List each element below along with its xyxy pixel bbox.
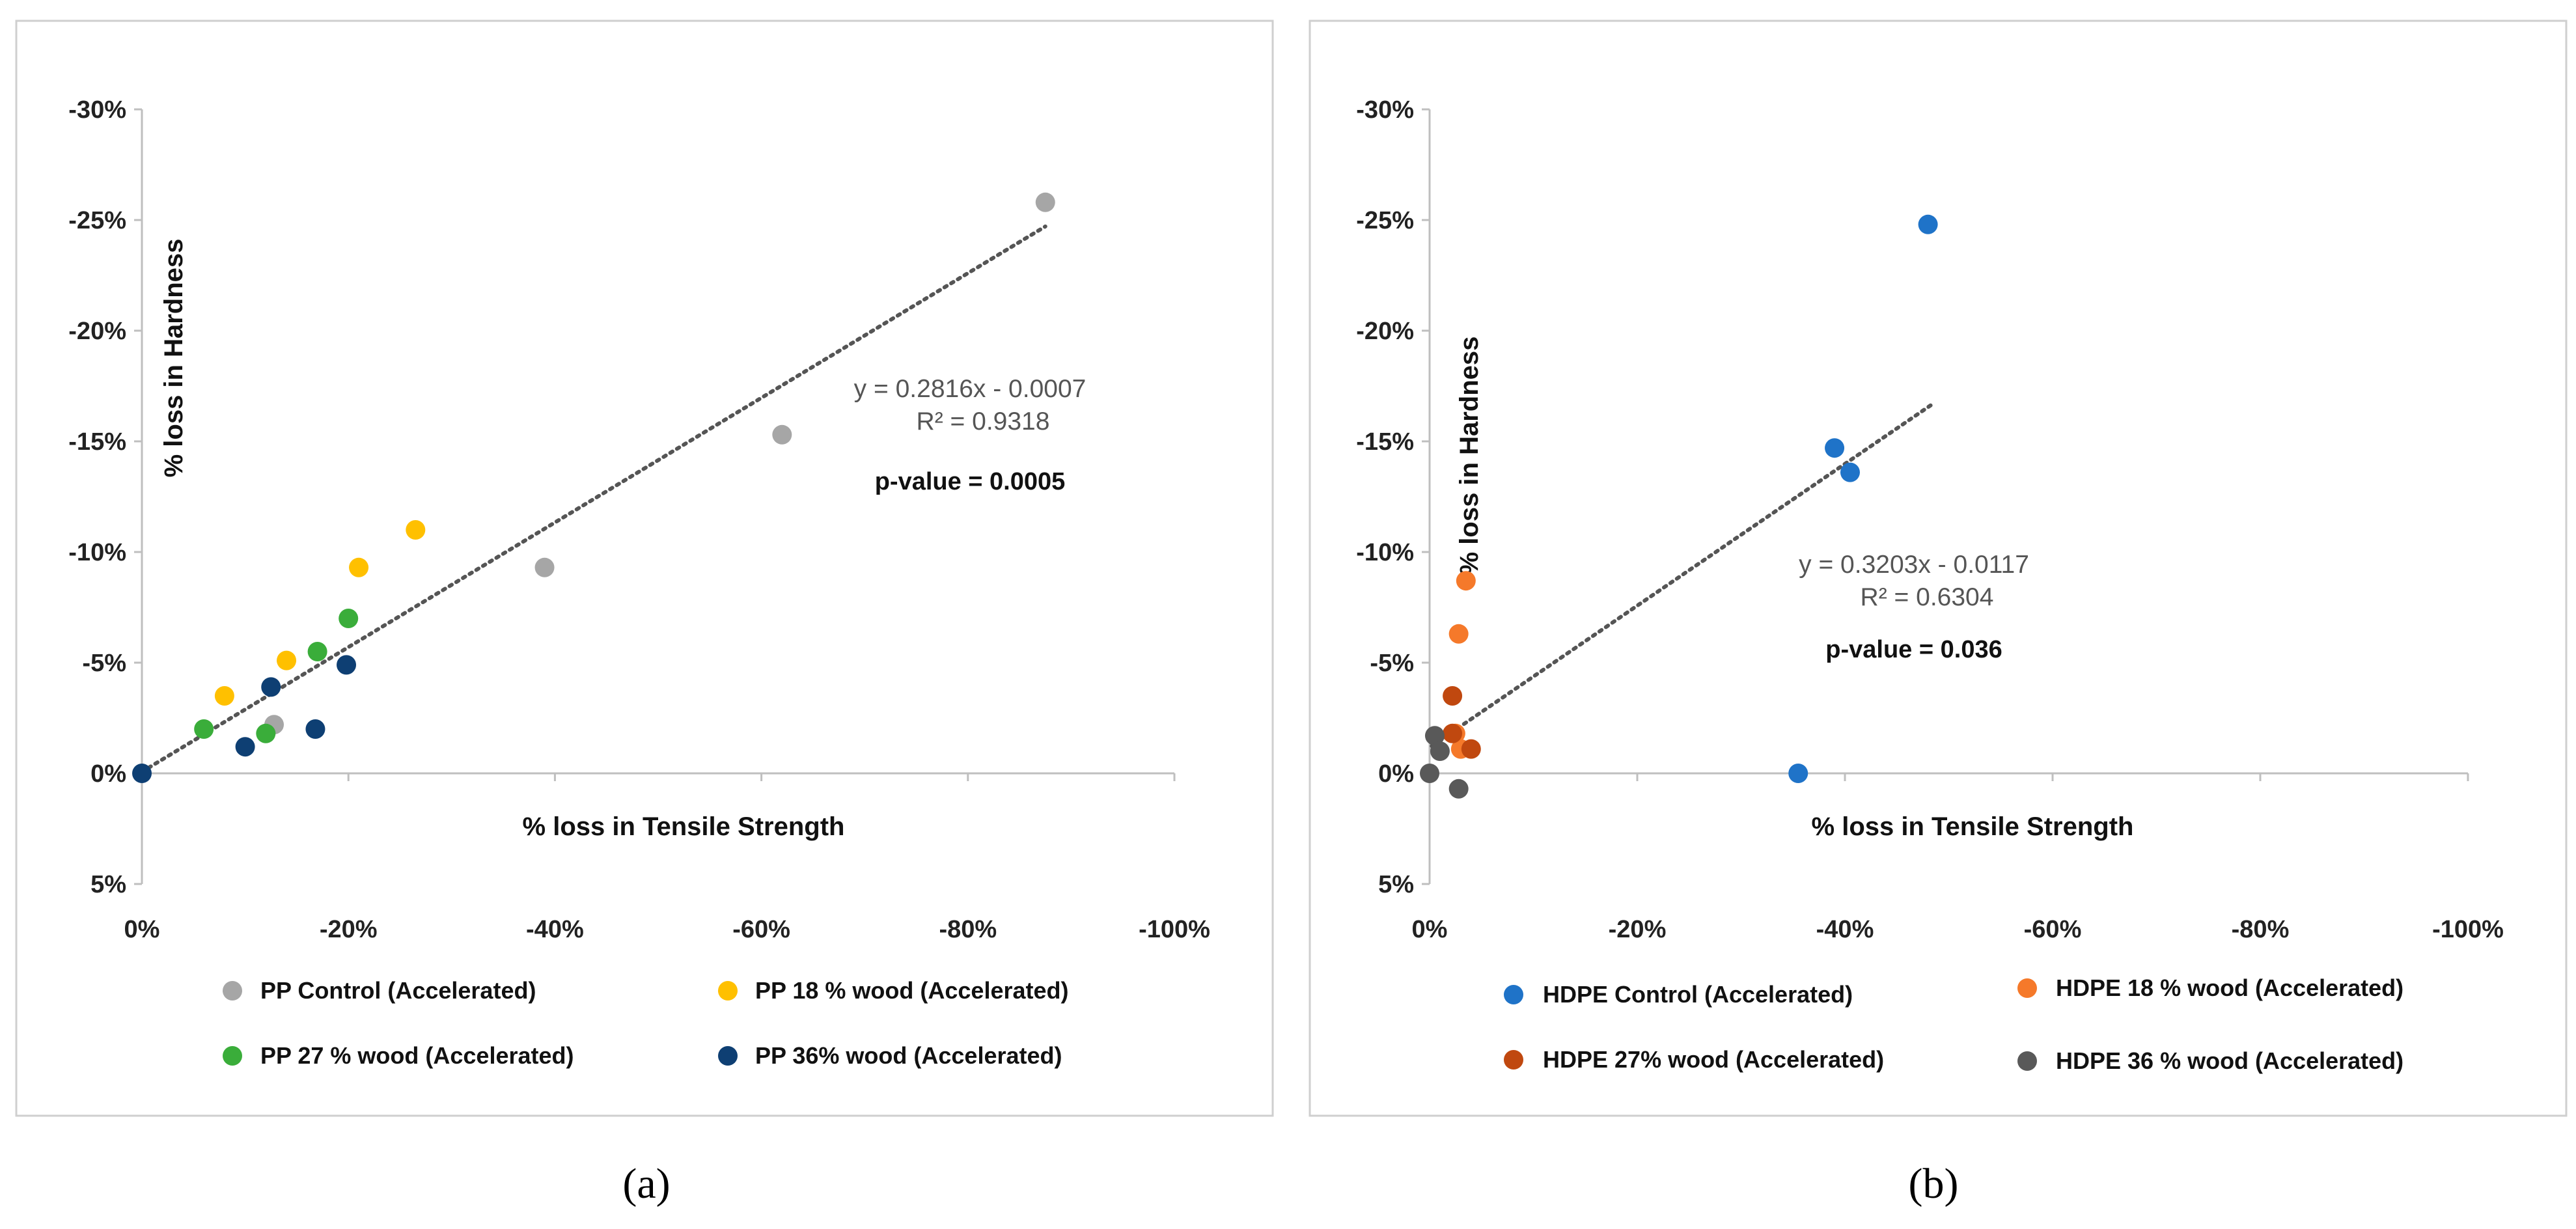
data-point <box>1456 571 1476 591</box>
trend-equation: y = 0.2816x - 0.0007 <box>854 375 1087 403</box>
data-point <box>1035 192 1055 212</box>
y-tick-label: -5% <box>1370 650 1414 677</box>
series-2 <box>214 520 426 706</box>
panel-b-chart: -30% -25% -20% -15% -10% -5% 0% 5% 0% -20% -40% -60… <box>1356 96 2504 1074</box>
data-point <box>1448 779 1469 799</box>
y-tick-label: -30% <box>1356 96 1414 124</box>
data-point <box>1825 438 1845 458</box>
x-tick-label: -40% <box>526 916 584 943</box>
series-1 <box>264 192 1055 735</box>
p-value-label: p-value = 0.036 <box>1825 636 2002 663</box>
data-point <box>1461 739 1481 759</box>
y-tick-label: -25% <box>68 207 126 234</box>
x-tick-label: -60% <box>732 916 790 943</box>
x-axis-title: % loss in Tensile Strength <box>523 812 845 841</box>
y-axis-title: % loss in Hardness <box>1455 337 1484 575</box>
data-point <box>1420 764 1439 783</box>
panel-b-label: (b) <box>1909 1160 1959 1208</box>
y-tick-label: -15% <box>68 428 126 456</box>
trend-equation: y = 0.3203x - 0.0117 <box>1799 551 2029 579</box>
data-point <box>307 642 327 661</box>
y-axis-title: % loss in Hardness <box>159 239 188 478</box>
panel-a-frame <box>15 20 1274 1117</box>
y-tick-label: 5% <box>1378 871 1414 898</box>
y-tick-label: -10% <box>1356 539 1414 566</box>
data-point <box>337 655 357 675</box>
x-tick-label: -80% <box>2232 916 2290 943</box>
data-point <box>1788 764 1808 783</box>
legend-label: PP 27 % wood (Accelerated) <box>260 1042 574 1069</box>
x-tick-label: -20% <box>320 916 378 943</box>
x-tick-label: 0% <box>124 916 160 943</box>
series-3 <box>1443 686 1481 759</box>
r-squared-label: R² = 0.9318 <box>917 407 1050 435</box>
x-tick-label: 0% <box>1412 916 1448 943</box>
panel-b-frame <box>1309 20 2568 1117</box>
x-tick-label: -20% <box>1609 916 1667 943</box>
legend-label: HDPE 27% wood (Accelerated) <box>1543 1046 1884 1073</box>
data-point <box>339 609 359 628</box>
p-value-label: p-value = 0.0005 <box>875 468 1066 495</box>
y-tick-label: -5% <box>82 650 126 677</box>
trendline <box>140 224 1047 774</box>
data-point <box>261 677 281 697</box>
legend-label: PP 18 % wood (Accelerated) <box>755 977 1069 1004</box>
y-tick-label: -25% <box>1356 207 1414 234</box>
data-point <box>277 650 297 670</box>
y-tick-label: -10% <box>68 539 126 566</box>
data-point <box>772 424 792 445</box>
data-point <box>1443 723 1463 743</box>
data-point <box>1918 214 1938 234</box>
legend-label: PP Control (Accelerated) <box>260 977 536 1004</box>
data-point <box>1430 741 1450 761</box>
legend-marker <box>718 981 738 1001</box>
x-tick-label: -80% <box>939 916 997 943</box>
series-4 <box>132 655 357 783</box>
y-tick-label: 0% <box>1378 760 1414 788</box>
data-point <box>256 723 276 743</box>
y-tick-label: -20% <box>68 318 126 345</box>
x-axis-title: % loss in Tensile Strength <box>1812 812 2134 841</box>
legend-label: PP 36% wood (Accelerated) <box>755 1042 1062 1069</box>
trendline <box>1430 402 1935 749</box>
x-tick-label: -100% <box>1139 916 1210 943</box>
r-squared-label: R² = 0.6304 <box>1861 583 1994 611</box>
y-tick-label: -30% <box>68 96 126 124</box>
legend-label: HDPE 18 % wood (Accelerated) <box>2056 974 2403 1001</box>
data-point <box>194 719 214 739</box>
data-point <box>406 520 426 540</box>
data-point <box>1448 624 1469 644</box>
legend-marker <box>2017 1051 2037 1071</box>
legend-label: HDPE Control (Accelerated) <box>1543 981 1853 1008</box>
data-point <box>1840 462 1860 482</box>
legend-marker <box>223 981 242 1001</box>
legend-label: HDPE 36 % wood (Accelerated) <box>2056 1047 2403 1074</box>
x-tick-label: -60% <box>2024 916 2082 943</box>
panel-a-chart: -30% -25% -20% -15% -10% -5% 0% 5% 0% -20% -40% -60… <box>68 96 1210 1069</box>
legend-marker <box>1504 985 1523 1004</box>
data-point <box>1443 686 1463 706</box>
legend-marker <box>1504 1050 1523 1070</box>
series-1 <box>1788 214 1938 783</box>
series-4 <box>1420 726 1469 799</box>
y-tick-label: 0% <box>90 760 126 788</box>
legend-marker <box>718 1046 738 1066</box>
data-point <box>305 719 325 739</box>
x-tick-label: -100% <box>2432 916 2504 943</box>
series-3 <box>194 609 359 743</box>
data-point <box>214 686 234 706</box>
data-point <box>235 737 255 757</box>
data-point <box>1424 726 1445 746</box>
y-tick-label: -20% <box>1356 318 1414 345</box>
data-point <box>534 557 555 577</box>
panel-a-label: (a) <box>622 1160 670 1208</box>
data-point <box>132 764 152 783</box>
data-point <box>349 557 369 577</box>
legend-marker <box>2017 978 2037 998</box>
y-tick-label: -15% <box>1356 428 1414 456</box>
y-tick-label: 5% <box>90 871 126 898</box>
x-tick-label: -40% <box>1816 916 1874 943</box>
legend-marker <box>223 1046 242 1066</box>
